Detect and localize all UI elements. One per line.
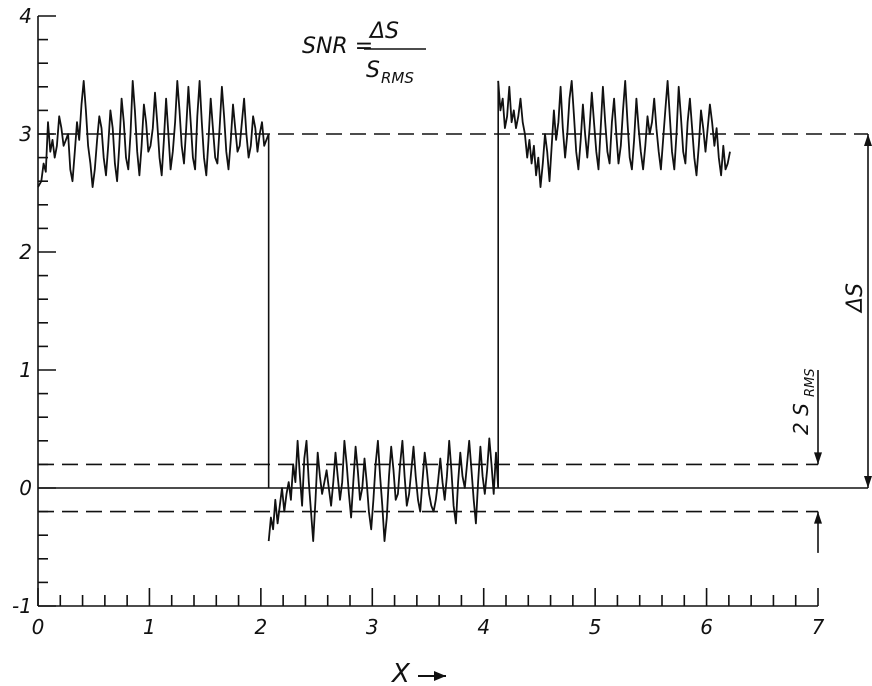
noisy-signal-segment-1 bbox=[37, 80, 270, 188]
y-tick-label: 3 bbox=[19, 122, 32, 146]
x-tick-label: 7 bbox=[812, 615, 825, 639]
noisy-signal-segment-3 bbox=[497, 80, 731, 188]
x-axis-label-group: X bbox=[390, 659, 446, 686]
srms-arrow-upper bbox=[814, 452, 822, 465]
x-axis-ticks: 0 1 2 3 4 5 6 7 bbox=[32, 588, 825, 639]
x-axis-arrow-head bbox=[434, 671, 446, 681]
x-tick-label: 5 bbox=[589, 615, 602, 639]
dimension-markers bbox=[814, 134, 872, 553]
delta-s-label: ΔS bbox=[843, 283, 868, 314]
x-tick-label: 4 bbox=[477, 615, 490, 639]
srms-arrow-lower bbox=[814, 511, 822, 524]
formula-numerator: ΔS bbox=[368, 19, 399, 44]
snr-formula: SNR = ΔS S RMS bbox=[302, 19, 426, 87]
y-tick-label: 4 bbox=[19, 4, 32, 28]
formula-denominator: S bbox=[366, 58, 380, 83]
reference-lines bbox=[38, 80, 868, 513]
x-tick-label: 2 bbox=[254, 615, 267, 639]
formula-lhs: SNR = bbox=[302, 34, 373, 59]
x-tick-label: 1 bbox=[143, 615, 156, 639]
formula-denominator-sub: RMS bbox=[381, 69, 414, 87]
noisy-signal-segment-2 bbox=[267, 437, 500, 542]
two-srms-sub: RMS bbox=[803, 368, 818, 397]
axes bbox=[37, 16, 818, 607]
two-srms-main: 2 S bbox=[789, 403, 813, 435]
y-tick-label: 1 bbox=[19, 358, 32, 382]
two-srms-label: 2 S RMS bbox=[789, 368, 818, 435]
delta-s-arrow-bottom bbox=[864, 476, 872, 488]
y-tick-label: -1 bbox=[12, 594, 32, 618]
y-axis-ticks: -1 0 1 2 3 4 bbox=[12, 4, 56, 618]
y-tick-label: 2 bbox=[19, 240, 32, 264]
x-tick-label: 6 bbox=[700, 615, 713, 639]
x-tick-label: 0 bbox=[32, 615, 45, 639]
delta-s-arrow-top bbox=[864, 134, 872, 146]
x-axis-label: X bbox=[390, 659, 411, 686]
x-tick-label: 3 bbox=[366, 615, 379, 639]
series-group bbox=[37, 80, 731, 542]
y-tick-label: 0 bbox=[19, 476, 32, 500]
